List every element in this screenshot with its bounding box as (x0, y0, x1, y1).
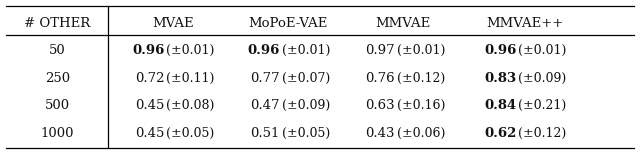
Text: 0.97: 0.97 (365, 44, 395, 57)
Text: 250: 250 (45, 72, 70, 85)
Text: 0.62: 0.62 (484, 127, 516, 140)
Text: (±0.12): (±0.12) (397, 72, 445, 85)
Text: (±0.01): (±0.01) (397, 44, 445, 57)
Text: (±0.05): (±0.05) (166, 127, 214, 140)
Text: (±0.09): (±0.09) (282, 99, 330, 112)
Text: 500: 500 (45, 99, 70, 112)
Text: 0.45: 0.45 (135, 127, 164, 140)
Text: (±0.21): (±0.21) (518, 99, 566, 112)
Text: MMVAE: MMVAE (376, 17, 431, 30)
Text: (±0.09): (±0.09) (518, 72, 566, 85)
Text: 0.77: 0.77 (250, 72, 280, 85)
Text: 0.96: 0.96 (247, 44, 280, 57)
Text: (±0.01): (±0.01) (166, 44, 215, 57)
Text: (±0.01): (±0.01) (518, 44, 567, 57)
Text: 1000: 1000 (41, 127, 74, 140)
Text: 0.76: 0.76 (365, 72, 395, 85)
Text: 0.83: 0.83 (484, 72, 516, 85)
Text: (±0.07): (±0.07) (282, 72, 330, 85)
Text: 50: 50 (49, 44, 66, 57)
Text: MVAE: MVAE (152, 17, 194, 30)
Text: # OTHER: # OTHER (24, 17, 91, 30)
Text: (±0.16): (±0.16) (397, 99, 445, 112)
Text: (±0.01): (±0.01) (282, 44, 330, 57)
Text: 0.84: 0.84 (484, 99, 516, 112)
Text: 0.72: 0.72 (135, 72, 164, 85)
Text: 0.45: 0.45 (135, 99, 164, 112)
Text: (±0.12): (±0.12) (518, 127, 566, 140)
Text: 0.63: 0.63 (365, 99, 395, 112)
Text: (±0.05): (±0.05) (282, 127, 330, 140)
Text: MoPoE-VAE: MoPoE-VAE (248, 17, 328, 30)
Text: 0.43: 0.43 (365, 127, 395, 140)
Text: 0.96: 0.96 (132, 44, 164, 57)
Text: (±0.08): (±0.08) (166, 99, 215, 112)
Text: (±0.11): (±0.11) (166, 72, 215, 85)
Text: 0.47: 0.47 (250, 99, 280, 112)
Text: MMVAE++: MMVAE++ (486, 17, 563, 30)
Text: (±0.06): (±0.06) (397, 127, 445, 140)
Text: 0.96: 0.96 (484, 44, 516, 57)
Text: 0.51: 0.51 (250, 127, 280, 140)
